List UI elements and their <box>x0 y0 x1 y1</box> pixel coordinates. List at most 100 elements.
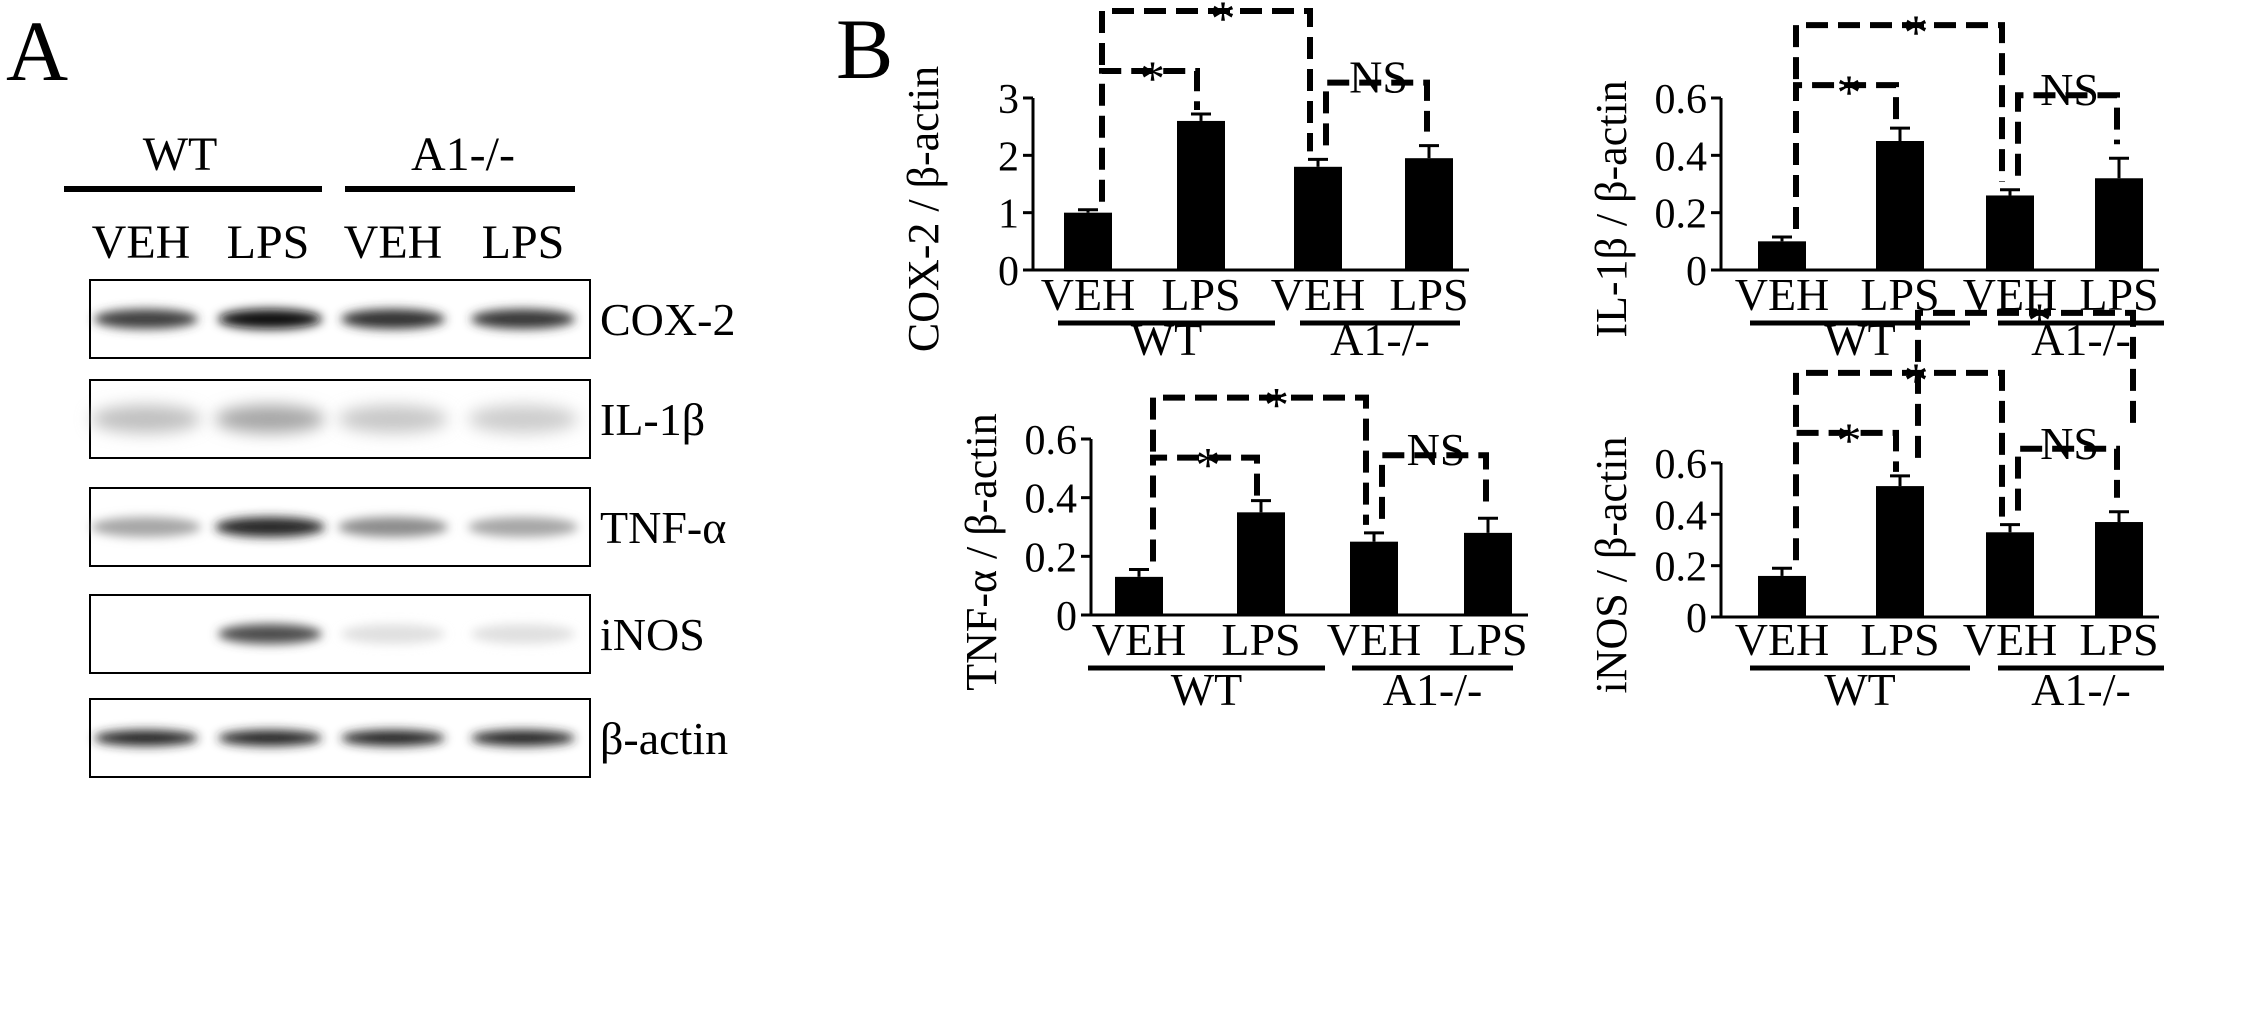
category-label: VEH <box>1092 614 1187 665</box>
significance-star: * <box>2027 292 2052 348</box>
significance-star: * <box>1837 64 1862 120</box>
y-tick-label: 3 <box>998 77 1019 123</box>
y-tick-label: 0.6 <box>1655 77 1708 123</box>
y-tick-label: 0 <box>1686 596 1707 642</box>
y-tick-label: 0 <box>998 249 1019 295</box>
blot-band <box>338 517 448 537</box>
blot-band <box>94 309 198 329</box>
y-axis-label: iNOS / β-actin <box>1587 436 1636 693</box>
lane-label-lps-wt: LPS <box>227 216 310 269</box>
panel-b-label: B <box>836 1 893 97</box>
blot-cox-2: COX-2 <box>89 279 735 359</box>
category-label: VEH <box>1735 614 1830 665</box>
y-tick-label: 0.2 <box>1025 535 1078 581</box>
blot-band <box>468 517 578 537</box>
bar <box>1464 532 1512 615</box>
group-label-a1: A1-/- <box>411 128 515 181</box>
y-tick-label: 2 <box>998 134 1019 180</box>
blot-band <box>468 405 578 433</box>
group-label: A1-/- <box>1330 314 1430 365</box>
blot-actin: β-actin <box>89 698 728 778</box>
category-label: VEH <box>1963 614 2058 665</box>
category-label: LPS <box>1860 614 1939 665</box>
y-tick-label: 0.4 <box>1025 477 1078 523</box>
panel-a-western-blot: A WT A1-/- VEH LPS VEH LPS COX-2 IL-1β TNF… <box>6 3 735 778</box>
blot-band <box>218 309 322 329</box>
group-label-wt: WT <box>143 128 218 181</box>
y-tick-label: 0.2 <box>1655 192 1708 238</box>
y-tick-label: 1 <box>998 192 1019 238</box>
y-axis-label: TNF-α / β-actin <box>957 413 1006 691</box>
bar <box>1876 141 1924 270</box>
ns-label: NS <box>1407 424 1466 475</box>
significance-bracket <box>1793 429 1899 561</box>
blot-inos: iNOS <box>89 594 705 674</box>
y-tick-label: 0.4 <box>1655 493 1708 539</box>
y-axis-label: IL-1β / β-actin <box>1587 80 1636 337</box>
bar <box>1115 576 1163 615</box>
category-label: LPS <box>1221 614 1300 665</box>
category-label: VEH <box>1041 269 1136 320</box>
category-label: LPS <box>1389 269 1468 320</box>
blot-band <box>94 730 198 746</box>
y-tick-label: 0.4 <box>1655 134 1708 180</box>
bar <box>1758 575 1806 617</box>
category-label: VEH <box>1735 269 1830 320</box>
ns-label: NS <box>2040 418 2099 469</box>
bar <box>1064 212 1112 270</box>
ns-bracket <box>2015 445 2120 511</box>
group-label: A1-/- <box>1383 664 1483 715</box>
blot-band <box>341 309 445 329</box>
group-label: WT <box>1824 314 1896 365</box>
lane-label-veh-wt: VEH <box>92 216 191 269</box>
blot-tnf: TNF-α <box>89 487 726 567</box>
panel-a-label: A <box>6 3 68 99</box>
group-label: A1-/- <box>2031 664 2131 715</box>
significance-star: * <box>1140 50 1165 106</box>
blot-band <box>218 730 322 746</box>
blot-band <box>91 405 201 433</box>
category-label: LPS <box>2079 269 2158 320</box>
bar <box>1405 158 1453 270</box>
category-label: LPS <box>1448 614 1527 665</box>
blot-band <box>91 517 201 537</box>
y-tick-label: 0 <box>1686 249 1707 295</box>
lane-label-lps-a1: LPS <box>482 216 565 269</box>
category-label: LPS <box>1161 269 1240 320</box>
category-label: VEH <box>1271 269 1366 320</box>
group-label: WT <box>1131 314 1203 365</box>
category-label: LPS <box>2079 614 2158 665</box>
category-label: VEH <box>1327 614 1422 665</box>
blot-label: IL-1β <box>600 394 705 445</box>
bar <box>2095 522 2143 617</box>
y-tick-label: 0.6 <box>1025 418 1078 464</box>
blot-label: iNOS <box>600 609 705 660</box>
significance-bracket <box>1915 309 2136 458</box>
bar <box>1758 241 1806 270</box>
blot-band <box>341 624 445 644</box>
significance-star: * <box>1196 437 1221 493</box>
significance-bracket <box>1793 82 1899 230</box>
ns-label: NS <box>2040 64 2099 115</box>
category-label: LPS <box>1860 269 1939 320</box>
significance-star: * <box>1264 377 1289 433</box>
blot-il-1: IL-1β <box>89 379 705 459</box>
blot-strips: COX-2 IL-1β TNF-α iNOS β-actin <box>89 279 735 778</box>
significance-bracket <box>1099 68 1200 202</box>
ns-label: NS <box>1349 52 1408 103</box>
significance-bracket <box>1793 369 2005 517</box>
blot-band <box>471 730 575 746</box>
blot-band <box>471 309 575 329</box>
significance-bracket <box>1150 454 1260 562</box>
blot-band <box>341 730 445 746</box>
blot-band <box>215 517 325 537</box>
blot-label: COX-2 <box>600 294 735 345</box>
significance-bracket <box>1793 22 2005 182</box>
ns-bracket <box>2015 92 2120 176</box>
bar <box>2095 178 2143 270</box>
